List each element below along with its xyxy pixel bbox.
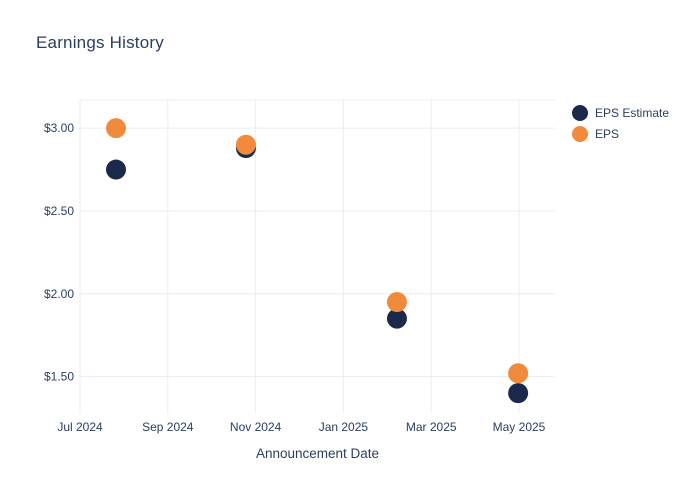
data-point-eps[interactable]: [386, 292, 407, 313]
x-tick-label: Sep 2024: [142, 420, 194, 434]
y-tick-label: $1.50: [44, 370, 74, 384]
legend-item-eps[interactable]: EPS: [572, 124, 669, 143]
eps-estimate-marker-icon: [572, 104, 588, 121]
eps-marker-icon: [572, 125, 588, 142]
x-tick-label: May 2025: [493, 420, 546, 434]
y-tick-label: $2.00: [44, 287, 74, 301]
legend-item-eps-estimate[interactable]: EPS Estimate: [572, 103, 669, 122]
legend-label-eps: EPS: [595, 126, 620, 141]
y-tick-label: $2.50: [44, 204, 74, 218]
x-tick-label: Mar 2025: [406, 420, 457, 434]
x-tick-label: Nov 2024: [230, 420, 282, 434]
y-tick-label: $3.00: [44, 121, 74, 135]
data-point-eps[interactable]: [235, 134, 256, 155]
data-point-eps-estimate[interactable]: [386, 308, 407, 329]
legend: EPS Estimate EPS: [572, 103, 669, 143]
x-axis-title: Announcement Date: [255, 446, 380, 461]
x-tick-label: Jul 2024: [57, 420, 103, 434]
data-point-eps-estimate[interactable]: [105, 159, 126, 180]
legend-label-eps-estimate: EPS Estimate: [595, 105, 670, 120]
data-point-eps[interactable]: [508, 363, 529, 384]
chart-title: Earnings History: [36, 33, 164, 52]
data-point-eps-estimate[interactable]: [508, 383, 529, 404]
data-point-eps[interactable]: [105, 118, 126, 139]
x-tick-label: Jan 2025: [319, 420, 369, 434]
